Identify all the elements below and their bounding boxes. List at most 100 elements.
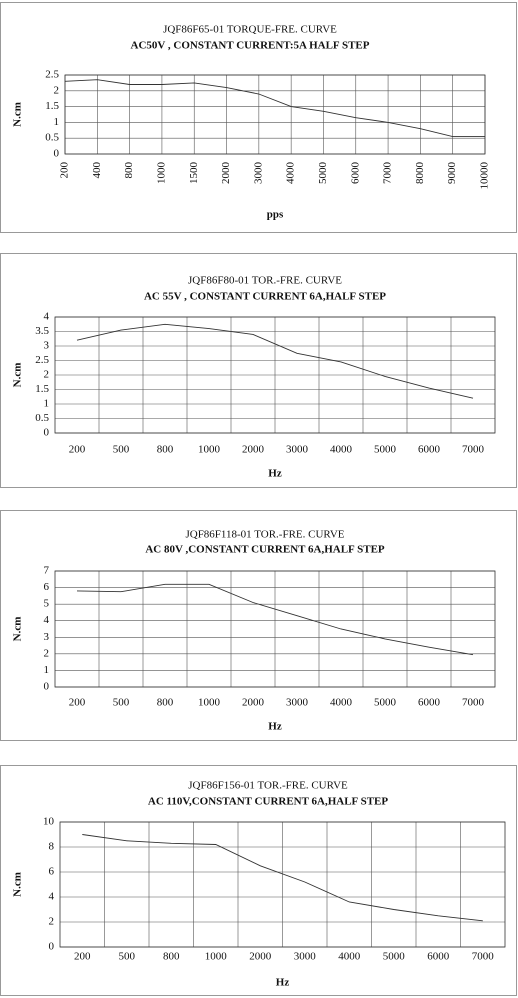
x-tick-label: 800	[163, 951, 180, 963]
x-tick-label: 200	[74, 951, 91, 963]
y-tick-label: 0.5	[45, 132, 59, 144]
x-tick-label: 4000	[338, 951, 361, 963]
y-tick-label: 7	[44, 565, 50, 577]
panel	[0, 253, 517, 488]
x-tick-label: 10000	[479, 162, 491, 190]
y-tick-label: 5	[44, 598, 50, 610]
y-tick-label: 1.5	[35, 383, 49, 395]
panel	[0, 510, 517, 741]
x-tick-label: 1000	[198, 444, 221, 456]
x-tick-label: 7000	[472, 951, 495, 963]
x-tick-label: 7000	[382, 162, 394, 185]
x-tick-label: 2000	[242, 697, 265, 709]
x-axis-label: Hz	[268, 721, 282, 733]
y-tick-label: 0	[44, 427, 50, 439]
y-tick-label: 3	[44, 631, 50, 643]
y-tick-label: 6	[44, 581, 50, 593]
panel	[0, 765, 517, 996]
x-tick-label: 6000	[427, 951, 450, 963]
chart-subtitle: AC 55V , CONSTANT CURRENT 6A,HALF STEP	[144, 291, 386, 303]
x-tick-label: 2000	[249, 951, 272, 963]
torque-curve	[76, 583, 474, 656]
y-axis-label: N.cm	[12, 363, 24, 388]
x-tick-label: 7000	[462, 697, 485, 709]
x-tick-label: 500	[113, 444, 130, 456]
chart-subtitle: AC 80V ,CONSTANT CURRENT 6A,HALF STEP	[145, 544, 385, 556]
x-tick-label: 800	[157, 444, 174, 456]
x-tick-label: 500	[113, 697, 130, 709]
x-tick-label: 800	[157, 697, 174, 709]
chart-title: JQF86F65-01 TORQUE-FRE. CURVE	[163, 24, 337, 36]
x-tick-label: 500	[119, 951, 136, 963]
x-tick-label: 6000	[418, 697, 441, 709]
chart-title: JQF86F156-01 TOR.-FRE. CURVE	[188, 780, 348, 792]
x-tick-label: 200	[69, 697, 86, 709]
y-tick-label: 4	[44, 311, 50, 323]
x-tick-label: 1000	[198, 697, 221, 709]
x-tick-label: 3000	[286, 444, 309, 456]
torque-curve	[64, 79, 485, 138]
chart-title: JQF86F80-01 TOR.-FRE. CURVE	[188, 275, 342, 287]
x-tick-label: 3000	[286, 697, 309, 709]
x-tick-label: 5000	[383, 951, 406, 963]
y-axis-label: N.cm	[12, 872, 24, 897]
x-tick-label: 200	[59, 162, 71, 179]
x-tick-label: 2000	[242, 444, 265, 456]
x-tick-label: 7000	[462, 444, 485, 456]
x-axis-label: Hz	[268, 468, 282, 480]
y-tick-label: 2	[44, 369, 50, 381]
y-tick-label: 2.5	[45, 69, 59, 81]
torque-curve	[76, 323, 474, 399]
x-tick-label: 1000	[155, 162, 167, 185]
y-tick-label: 4	[49, 891, 55, 903]
y-tick-label: 0	[49, 941, 55, 953]
y-tick-label: 8	[49, 841, 55, 853]
x-tick-label: 5000	[374, 444, 397, 456]
plot-frame	[54, 570, 496, 688]
chart-title: JQF86F118-01 TOR.-FRE. CURVE	[185, 529, 344, 541]
x-tick-label: 1500	[188, 162, 200, 185]
x-tick-label: 9000	[446, 162, 458, 185]
x-tick-label: 3000	[252, 162, 264, 185]
y-axis-label: N.cm	[12, 102, 24, 127]
x-tick-label: 800	[123, 162, 135, 179]
x-tick-label: 2000	[220, 162, 232, 185]
y-tick-label: 2	[49, 916, 55, 928]
y-tick-label: 1	[44, 398, 50, 410]
chart-subtitle: AC 110V,CONSTANT CURRENT 6A,HALF STEP	[148, 796, 388, 808]
x-tick-label: 5000	[317, 162, 329, 185]
y-axis-label: N.cm	[12, 617, 24, 642]
x-tick-label: 6000	[418, 444, 441, 456]
y-tick-label: 2	[44, 647, 50, 659]
x-tick-label: 8000	[414, 162, 426, 185]
x-tick-label: 400	[91, 162, 103, 179]
y-tick-label: 3.5	[35, 325, 49, 337]
x-tick-label: 6000	[349, 162, 361, 185]
chart-subtitle: AC50V , CONSTANT CURRENT:5A HALF STEP	[131, 40, 370, 52]
y-tick-label: 6	[49, 866, 55, 878]
y-tick-label: 1	[54, 116, 60, 128]
x-tick-label: 3000	[294, 951, 317, 963]
y-tick-label: 2	[54, 84, 60, 96]
y-tick-label: 4	[44, 614, 50, 626]
y-tick-label: 0	[54, 148, 60, 160]
plot-frame	[59, 821, 506, 948]
plot-frame	[54, 316, 496, 434]
y-tick-label: 1.5	[45, 100, 59, 112]
x-axis-label: Hz	[276, 977, 290, 989]
y-tick-label: 1	[44, 664, 50, 676]
x-tick-label: 4000	[285, 162, 297, 185]
y-tick-label: 3	[44, 340, 50, 352]
x-axis-label: pps	[267, 209, 284, 221]
plot-frame	[64, 74, 486, 155]
y-tick-label: 2.5	[35, 354, 49, 366]
y-tick-label: 0.5	[35, 412, 49, 424]
x-tick-label: 200	[69, 444, 86, 456]
x-tick-label: 4000	[330, 697, 353, 709]
x-tick-label: 1000	[205, 951, 228, 963]
y-tick-label: 10	[43, 816, 55, 828]
torque-curve	[82, 834, 483, 922]
panel	[0, 2, 517, 233]
x-tick-label: 4000	[330, 444, 353, 456]
